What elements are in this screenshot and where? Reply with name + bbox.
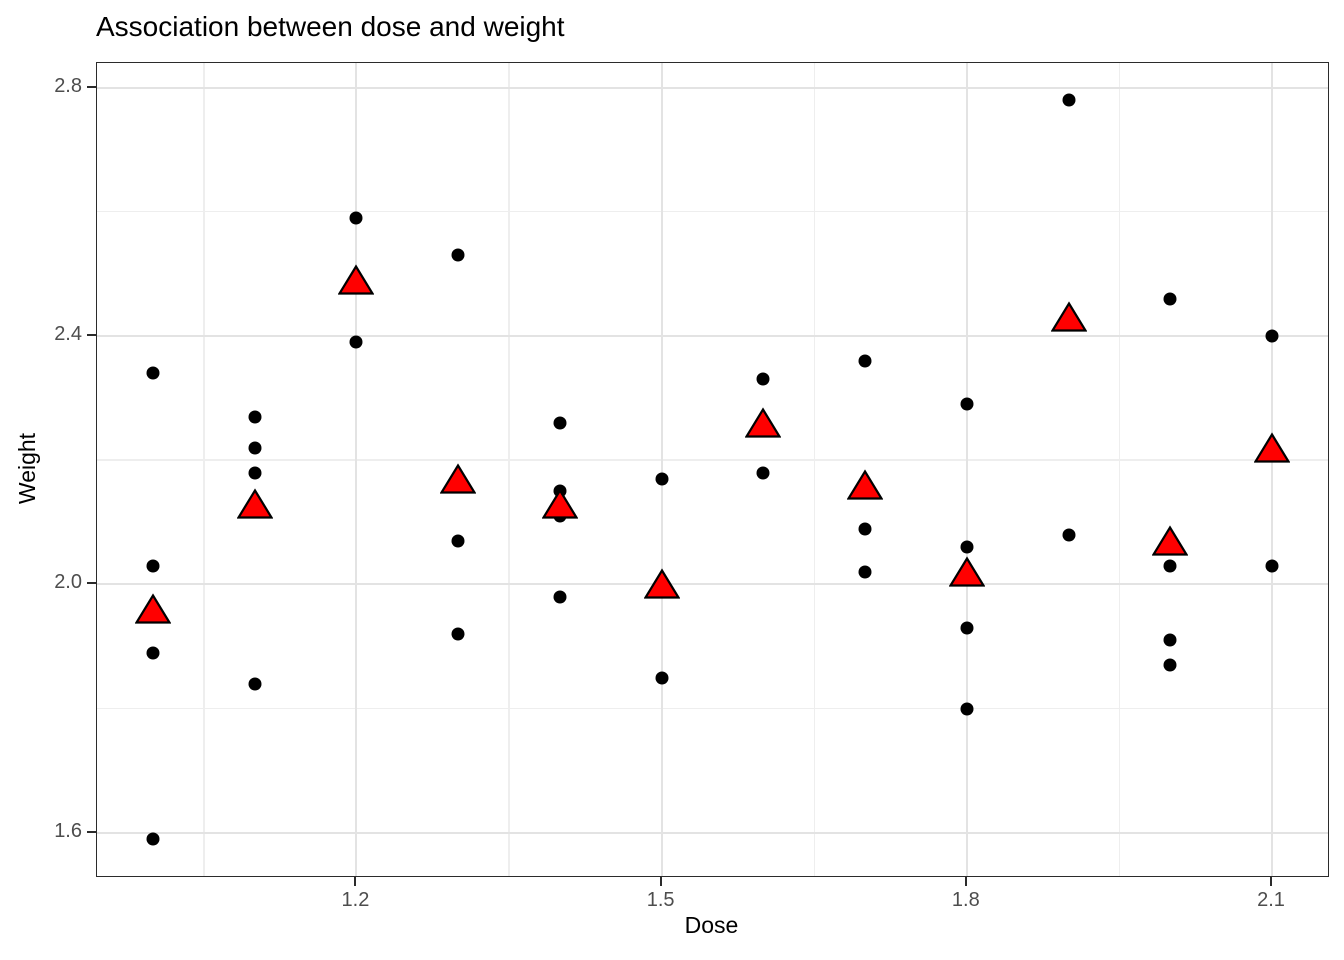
plot-panel-content	[97, 63, 1328, 876]
data-point	[756, 466, 770, 480]
x-tick-mark	[1270, 877, 1273, 886]
x-tick-label: 2.1	[1257, 889, 1285, 911]
data-point	[756, 372, 770, 386]
mean-triangle	[440, 463, 477, 494]
x-minor-gridline	[508, 63, 510, 876]
x-tick-mark	[964, 877, 967, 886]
mean-triangle-shape	[134, 593, 171, 624]
data-point	[858, 522, 872, 535]
y-tick-mark	[87, 85, 96, 88]
mean-triangle	[338, 264, 375, 295]
x-minor-gridline	[203, 63, 205, 876]
data-point	[451, 248, 465, 262]
mean-triangle	[847, 469, 884, 500]
mean-triangle-shape	[236, 488, 273, 519]
data-point	[655, 671, 669, 685]
data-point	[349, 335, 363, 349]
x-major-gridline	[660, 63, 663, 876]
data-point	[1163, 292, 1177, 306]
x-tick-mark	[354, 877, 357, 886]
plot-title: Association between dose and weight	[96, 11, 565, 42]
y-tick-mark	[87, 830, 96, 833]
y-tick-label: 2.4	[54, 322, 82, 345]
x-tick-label: 1.2	[341, 889, 370, 911]
data-point	[451, 534, 465, 548]
mean-triangle	[541, 488, 578, 519]
y-tick-label: 2.0	[54, 571, 82, 594]
data-point	[1062, 528, 1076, 542]
mean-triangle	[1050, 301, 1087, 332]
mean-triangle-shape	[847, 469, 884, 500]
data-point	[553, 416, 567, 430]
mean-triangle-shape	[1050, 301, 1087, 332]
mean-triangle	[643, 568, 680, 599]
y-major-gridline	[97, 86, 1328, 89]
mean-triangle	[1152, 525, 1189, 556]
data-point	[248, 677, 262, 691]
y-minor-gridline	[97, 707, 1328, 710]
data-point	[960, 702, 974, 716]
x-tick-label: 1.8	[951, 889, 980, 911]
mean-triangle-shape	[1254, 432, 1291, 463]
mean-triangle	[948, 556, 985, 587]
y-minor-gridline	[97, 459, 1328, 461]
data-point	[1163, 633, 1177, 647]
mean-triangle	[745, 407, 782, 438]
mean-triangle	[236, 488, 273, 519]
data-point	[1163, 658, 1177, 672]
x-tick-mark	[659, 877, 662, 886]
data-point	[146, 646, 160, 660]
data-point	[553, 590, 567, 604]
data-point	[248, 466, 262, 480]
data-point	[248, 410, 262, 424]
data-point	[655, 472, 669, 486]
data-point	[960, 540, 974, 554]
y-tick-mark	[87, 582, 96, 585]
data-point	[146, 832, 160, 846]
x-major-gridline	[355, 63, 358, 876]
mean-triangle	[134, 593, 171, 624]
x-axis-title: Dose	[684, 912, 739, 938]
y-minor-gridline	[97, 211, 1328, 213]
data-point	[1265, 329, 1279, 343]
mean-triangle	[1254, 432, 1291, 463]
x-tick-label: 1.5	[646, 889, 675, 911]
data-point	[960, 397, 974, 411]
y-tick-mark	[87, 333, 96, 336]
y-major-gridline	[97, 831, 1328, 834]
data-point	[1163, 559, 1177, 573]
mean-triangle-shape	[745, 407, 782, 438]
x-minor-gridline	[1118, 63, 1121, 876]
data-point	[146, 559, 160, 573]
mean-triangle-shape	[541, 488, 578, 519]
y-tick-label: 1.6	[54, 819, 82, 842]
mean-triangle-shape	[338, 264, 375, 295]
data-point	[960, 621, 974, 635]
data-point	[248, 441, 262, 455]
mean-triangle-shape	[643, 568, 680, 599]
data-point	[858, 354, 872, 368]
x-minor-gridline	[813, 63, 815, 876]
y-axis-title: Weight	[14, 432, 40, 505]
data-point	[1265, 559, 1279, 573]
mean-triangle-shape	[1152, 525, 1189, 556]
y-major-gridline	[97, 334, 1328, 337]
data-point	[146, 366, 160, 380]
data-point	[451, 627, 465, 641]
plot-panel	[96, 62, 1329, 877]
x-major-gridline	[965, 63, 968, 876]
data-point	[349, 211, 363, 225]
mean-triangle-shape	[948, 556, 985, 587]
y-tick-label: 2.8	[54, 74, 82, 97]
mean-triangle-shape	[440, 463, 477, 494]
data-point	[858, 565, 872, 579]
y-major-gridline	[97, 583, 1328, 586]
x-major-gridline	[1271, 63, 1274, 876]
data-point	[1062, 93, 1076, 107]
